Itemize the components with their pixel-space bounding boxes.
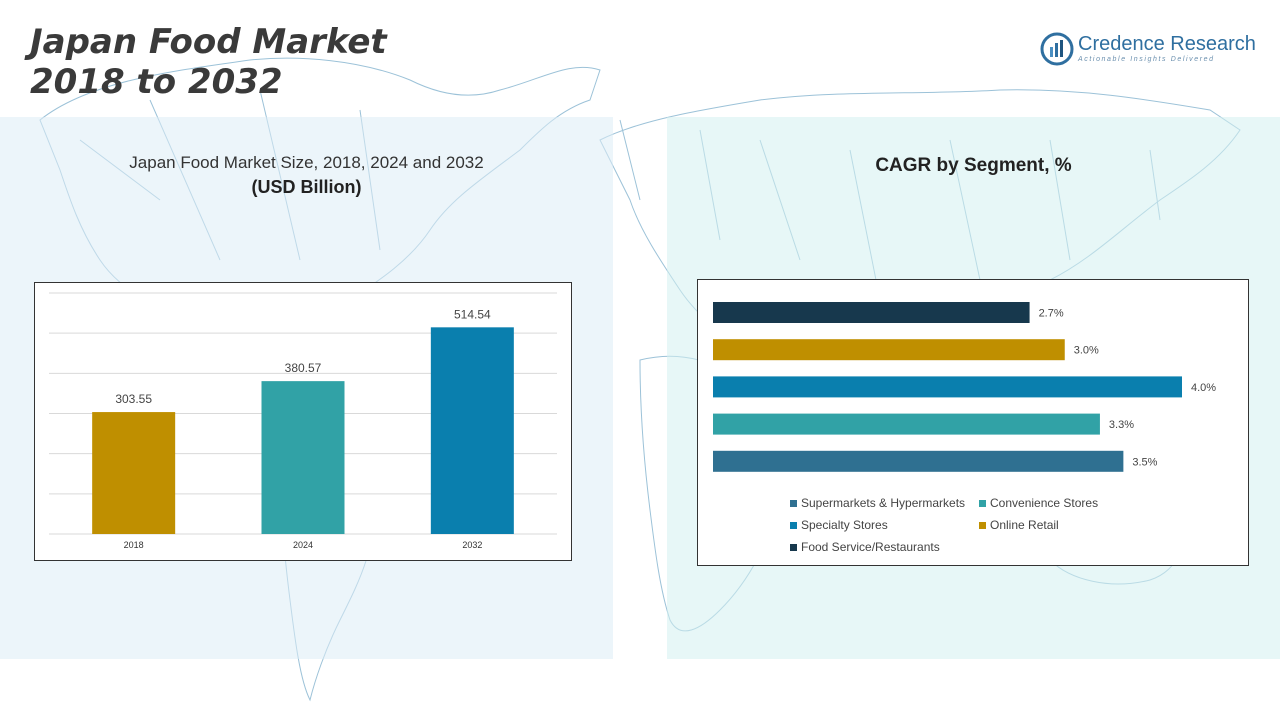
legend-item: Convenience Stores [979, 496, 1098, 510]
title-line-1: Japan Food Market [30, 22, 387, 62]
legend-label: Supermarkets & Hypermarkets [801, 496, 966, 510]
bar-chart-subtitle: Japan Food Market Size, 2018, 2024 and 2… [129, 153, 484, 172]
market-size-chart-svg: 303.55 2018 380.57 2024 514.54 2032 [49, 292, 557, 550]
cagr-bar-3 [713, 413, 1100, 435]
legend-swatch [790, 521, 797, 529]
bar-value-label: 303.55 [115, 392, 152, 406]
logo-tagline: Actionable Insights Delivered [1078, 56, 1215, 63]
cagr-bar-1 [713, 339, 1065, 361]
legend-label: Specialty Stores [801, 518, 888, 532]
cagr-bar-0 [713, 302, 1030, 323]
cagr-value-label: 3.3% [1109, 419, 1134, 431]
cagr-chart-title: CAGR by Segment, % [875, 155, 1072, 176]
cagr-chart: 2.7% 3.0% 4.0% 3.3% 3.5% [697, 279, 1249, 566]
x-tick-label: 2032 [462, 540, 482, 550]
cagr-bar-4 [713, 450, 1124, 472]
legend-label: Convenience Stores [990, 496, 1099, 510]
x-tick-label: 2024 [293, 540, 313, 550]
credence-logo-icon [1040, 32, 1074, 66]
legend-swatch [979, 521, 986, 529]
cagr-value-label: 4.0% [1191, 382, 1216, 394]
legend-item: Specialty Stores [790, 518, 888, 532]
bar-2024 [261, 381, 345, 534]
legend-label: Online Retail [990, 518, 1059, 532]
legend-label: Food Service/Restaurants [801, 540, 940, 554]
cagr-value-label: 2.7% [1039, 308, 1064, 320]
page-title: Japan Food Market 2018 to 2032 [30, 22, 387, 102]
cagr-chart-svg: 2.7% 3.0% 4.0% 3.3% 3.5% [713, 302, 1216, 472]
bar-value-label: 380.57 [285, 361, 322, 375]
market-size-chart: 303.55 2018 380.57 2024 514.54 2032 [34, 282, 572, 561]
x-tick-label: 2018 [124, 540, 144, 550]
bar-chart-unit: (USD Billion) [251, 177, 362, 197]
cagr-value-label: 3.0% [1074, 345, 1099, 357]
logo-name: Credence Research [1078, 33, 1256, 55]
legend-item: Food Service/Restaurants [790, 540, 940, 554]
legend-swatch [979, 499, 986, 507]
brand-logo: Credence Research Actionable Insights De… [1040, 30, 1260, 70]
cagr-bar-2 [713, 376, 1182, 398]
legend-item: Online Retail [979, 518, 1059, 532]
cagr-value-label: 3.5% [1132, 456, 1157, 468]
legend-swatch [790, 499, 797, 507]
bar-2018 [92, 412, 176, 534]
bar-value-label: 514.54 [454, 307, 491, 321]
title-line-2: 2018 to 2032 [30, 62, 283, 102]
bar-2032 [430, 327, 514, 534]
legend-swatch [790, 543, 797, 551]
legend-item: Supermarkets & Hypermarkets [790, 496, 965, 510]
